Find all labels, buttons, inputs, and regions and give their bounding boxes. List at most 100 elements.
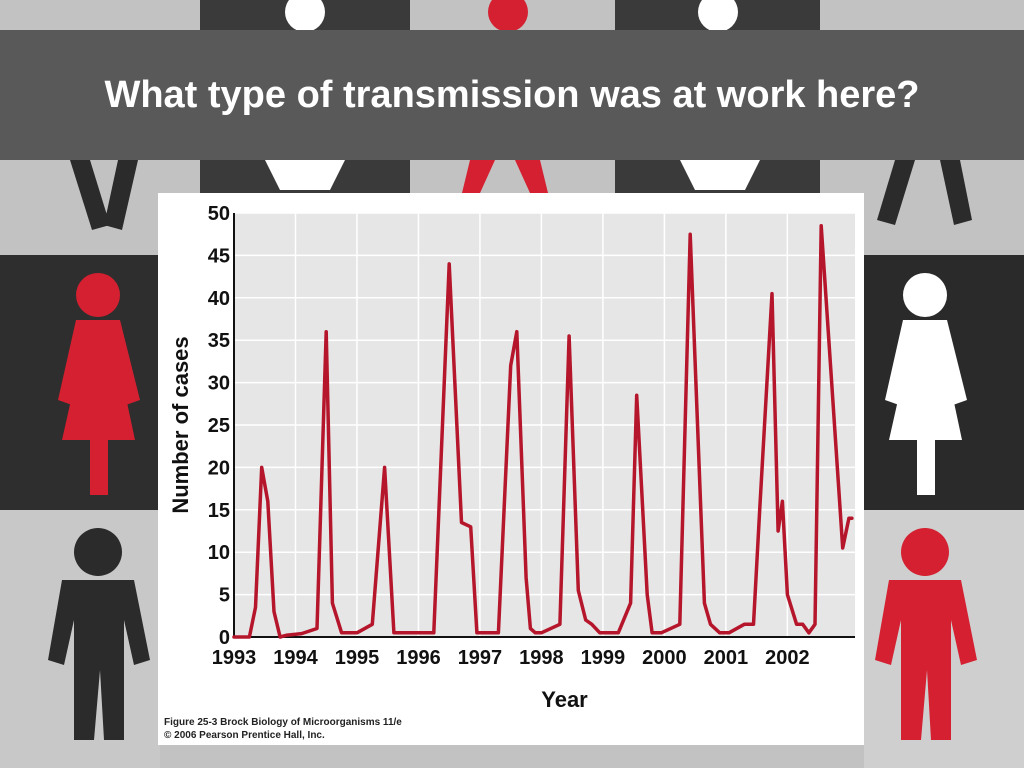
- data-point: [540, 631, 543, 634]
- data-point: [340, 631, 343, 634]
- female-figure-icon: [680, 0, 760, 190]
- data-point: [841, 546, 844, 550]
- data-points: [232, 224, 854, 639]
- data-point: [417, 631, 420, 634]
- male-figure-icon: [877, 160, 972, 225]
- data-point: [718, 631, 721, 634]
- line-chart: 0 5 10 15 20 25 30 35 40 45 50 1993 1994 1995 1996 1997…: [168, 203, 855, 712]
- y-axis-title: Number of cases: [168, 336, 193, 513]
- data-point: [272, 610, 276, 613]
- x-tick-label: 1999: [581, 647, 626, 669]
- y-tick-label: 35: [208, 330, 230, 352]
- data-point: [727, 631, 731, 634]
- data-point: [629, 601, 632, 605]
- female-figure-icon: [265, 0, 345, 190]
- data-point: [524, 576, 528, 579]
- data-point: [481, 631, 485, 634]
- x-tick-label: 1993: [212, 647, 257, 669]
- data-point: [709, 623, 712, 626]
- y-tick-label: 30: [208, 373, 230, 395]
- data-point: [770, 292, 774, 295]
- data-point: [278, 635, 282, 639]
- data-point: [300, 632, 303, 635]
- data-point: [232, 635, 236, 639]
- y-tick-label: 20: [208, 457, 230, 479]
- data-point: [807, 631, 811, 634]
- data-point: [567, 334, 571, 338]
- x-tick-label: 1995: [335, 647, 380, 669]
- figure-copyright: © 2006 Pearson Prentice Hall, Inc.: [164, 730, 325, 741]
- data-point: [469, 525, 472, 528]
- data-point: [432, 631, 436, 634]
- data-point: [850, 517, 854, 520]
- data-point: [819, 224, 823, 227]
- data-point: [758, 508, 761, 511]
- data-point: [475, 631, 479, 634]
- data-point: [266, 500, 270, 503]
- data-point: [383, 466, 386, 469]
- y-tick-label: 15: [208, 500, 230, 522]
- y-tick-label: 0: [219, 627, 230, 649]
- x-axis-title: Year: [541, 687, 588, 712]
- data-point: [577, 589, 580, 592]
- x-tick-label: 1997: [458, 647, 503, 669]
- data-point: [645, 593, 649, 596]
- data-point: [660, 631, 663, 634]
- data-point: [371, 623, 374, 626]
- data-point: [678, 623, 681, 626]
- data-point: [355, 631, 359, 634]
- chart-panel: 0 5 10 15 20 25 30 35 40 45 50 1993 1994 1995 1996 1997…: [158, 193, 864, 745]
- data-point: [529, 627, 532, 630]
- data-point: [392, 631, 396, 634]
- data-point: [497, 631, 500, 634]
- data-point: [635, 394, 638, 397]
- data-point: [447, 262, 451, 266]
- data-point: [813, 623, 817, 626]
- data-point: [484, 631, 488, 634]
- x-tick-label: 2002: [765, 647, 810, 669]
- y-tick-label: 10: [208, 542, 230, 564]
- y-tick-label: 5: [219, 585, 230, 607]
- data-point: [752, 623, 755, 626]
- data-point: [598, 631, 602, 634]
- slide-title: What type of transmission was at work he…: [104, 73, 920, 116]
- data-point: [534, 631, 537, 634]
- data-point: [703, 601, 706, 605]
- data-point: [260, 466, 263, 469]
- data-point: [650, 631, 654, 634]
- female-figure-icon: [58, 273, 140, 495]
- female-figure-icon: [462, 0, 548, 193]
- data-point: [315, 627, 319, 630]
- y-tick-label: 25: [208, 415, 230, 437]
- data-series-line: [232, 223, 854, 639]
- data-point: [349, 631, 353, 634]
- data-point: [254, 606, 257, 609]
- x-tick-label: 1994: [273, 647, 318, 669]
- data-point: [776, 529, 780, 533]
- data-point: [617, 631, 620, 634]
- y-tick-label: 50: [208, 203, 230, 225]
- title-bar: What type of transmission was at work he…: [0, 30, 1024, 160]
- data-point: [590, 623, 594, 626]
- data-point: [786, 593, 789, 596]
- data-point: [584, 618, 587, 622]
- data-point: [509, 364, 512, 367]
- data-point: [781, 500, 784, 503]
- data-point: [401, 631, 405, 634]
- data-point: [325, 330, 328, 333]
- x-tick-label: 2001: [704, 647, 749, 669]
- data-point: [460, 521, 463, 524]
- data-point: [331, 601, 334, 605]
- figure-caption: Figure 25-3 Brock Biology of Microorgani…: [164, 717, 402, 728]
- data-point: [743, 623, 746, 626]
- data-point: [248, 635, 251, 639]
- y-tick-label: 40: [208, 288, 230, 310]
- male-figure-icon: [48, 528, 150, 740]
- data-point: [801, 623, 804, 626]
- x-tick-label: 2000: [642, 647, 687, 669]
- data-point: [689, 233, 692, 236]
- data-point: [408, 631, 411, 634]
- data-point: [795, 623, 798, 626]
- data-point: [558, 623, 562, 626]
- x-tick-label: 1996: [396, 647, 441, 669]
